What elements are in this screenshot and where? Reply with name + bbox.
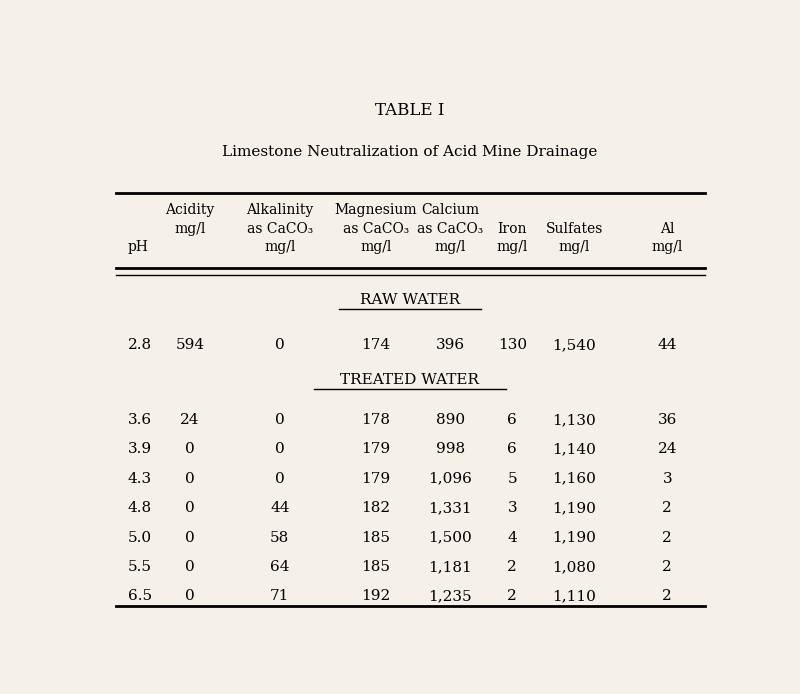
Text: mg/l: mg/l — [434, 240, 466, 254]
Text: 1,500: 1,500 — [429, 530, 472, 545]
Text: 3: 3 — [662, 472, 672, 486]
Text: 6: 6 — [507, 442, 517, 457]
Text: 2: 2 — [662, 560, 672, 574]
Text: 1,130: 1,130 — [553, 413, 596, 427]
Text: TREATED WATER: TREATED WATER — [341, 373, 479, 387]
Text: 44: 44 — [270, 501, 290, 515]
Text: 6: 6 — [507, 413, 517, 427]
Text: 5: 5 — [507, 472, 517, 486]
Text: 71: 71 — [270, 589, 290, 603]
Text: pH: pH — [128, 240, 149, 254]
Text: mg/l: mg/l — [360, 240, 391, 254]
Text: 0: 0 — [185, 472, 194, 486]
Text: 178: 178 — [362, 413, 390, 427]
Text: 58: 58 — [270, 530, 290, 545]
Text: as CaCO₃: as CaCO₃ — [342, 221, 409, 236]
Text: 5.0: 5.0 — [128, 530, 152, 545]
Text: 2.8: 2.8 — [128, 338, 152, 352]
Text: mg/l: mg/l — [497, 240, 528, 254]
Text: 2: 2 — [507, 589, 517, 603]
Text: 24: 24 — [180, 413, 200, 427]
Text: mg/l: mg/l — [652, 240, 683, 254]
Text: 1,540: 1,540 — [553, 338, 596, 352]
Text: 130: 130 — [498, 338, 527, 352]
Text: 182: 182 — [362, 501, 390, 515]
Text: 1,331: 1,331 — [429, 501, 472, 515]
Text: 4.8: 4.8 — [128, 501, 152, 515]
Text: 1,190: 1,190 — [552, 530, 596, 545]
Text: as CaCO₃: as CaCO₃ — [417, 221, 483, 236]
Text: 1,096: 1,096 — [428, 472, 472, 486]
Text: 0: 0 — [185, 501, 194, 515]
Text: 0: 0 — [275, 442, 285, 457]
Text: 179: 179 — [362, 442, 390, 457]
Text: 185: 185 — [362, 530, 390, 545]
Text: 3.9: 3.9 — [128, 442, 152, 457]
Text: 0: 0 — [275, 338, 285, 352]
Text: 890: 890 — [436, 413, 465, 427]
Text: 1,181: 1,181 — [429, 560, 472, 574]
Text: 998: 998 — [436, 442, 465, 457]
Text: 1,080: 1,080 — [553, 560, 596, 574]
Text: 64: 64 — [270, 560, 290, 574]
Text: 3: 3 — [507, 501, 517, 515]
Text: 0: 0 — [275, 472, 285, 486]
Text: 2: 2 — [662, 589, 672, 603]
Text: mg/l: mg/l — [558, 240, 590, 254]
Text: TABLE I: TABLE I — [375, 102, 445, 119]
Text: 0: 0 — [185, 442, 194, 457]
Text: 5.5: 5.5 — [128, 560, 152, 574]
Text: 396: 396 — [436, 338, 465, 352]
Text: 4.3: 4.3 — [128, 472, 152, 486]
Text: 3.6: 3.6 — [128, 413, 152, 427]
Text: 1,235: 1,235 — [429, 589, 472, 603]
Text: 4: 4 — [507, 530, 517, 545]
Text: 192: 192 — [362, 589, 390, 603]
Text: 0: 0 — [185, 530, 194, 545]
Text: 1,110: 1,110 — [552, 589, 596, 603]
Text: 44: 44 — [658, 338, 677, 352]
Text: as CaCO₃: as CaCO₃ — [246, 221, 313, 236]
Text: 1,140: 1,140 — [552, 442, 596, 457]
Text: Iron: Iron — [498, 221, 527, 236]
Text: RAW WATER: RAW WATER — [360, 293, 460, 307]
Text: Al: Al — [660, 221, 674, 236]
Text: 36: 36 — [658, 413, 677, 427]
Text: 1,190: 1,190 — [552, 501, 596, 515]
Text: 185: 185 — [362, 560, 390, 574]
Text: 0: 0 — [185, 589, 194, 603]
Text: 594: 594 — [175, 338, 205, 352]
Text: Alkalinity: Alkalinity — [246, 203, 314, 217]
Text: Magnesium: Magnesium — [334, 203, 418, 217]
Text: 174: 174 — [362, 338, 390, 352]
Text: 24: 24 — [658, 442, 677, 457]
Text: 179: 179 — [362, 472, 390, 486]
Text: 6.5: 6.5 — [128, 589, 152, 603]
Text: 2: 2 — [507, 560, 517, 574]
Text: Acidity: Acidity — [166, 203, 214, 217]
Text: 0: 0 — [275, 413, 285, 427]
Text: mg/l: mg/l — [264, 240, 295, 254]
Text: 2: 2 — [662, 530, 672, 545]
Text: Sulfates: Sulfates — [546, 221, 603, 236]
Text: Limestone Neutralization of Acid Mine Drainage: Limestone Neutralization of Acid Mine Dr… — [222, 145, 598, 159]
Text: 2: 2 — [662, 501, 672, 515]
Text: 0: 0 — [185, 560, 194, 574]
Text: 1,160: 1,160 — [552, 472, 596, 486]
Text: mg/l: mg/l — [174, 221, 206, 236]
Text: Calcium: Calcium — [422, 203, 479, 217]
